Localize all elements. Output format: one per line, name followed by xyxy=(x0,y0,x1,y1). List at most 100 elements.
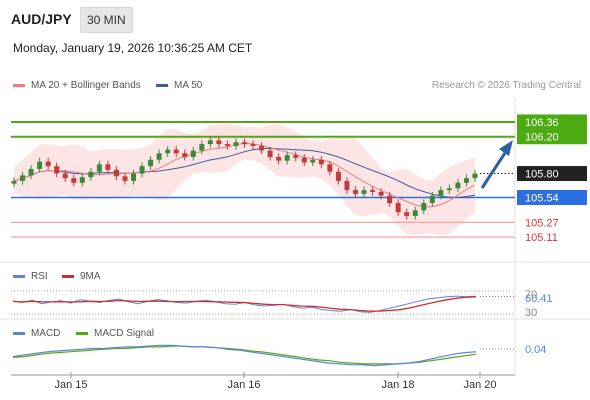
candle-body xyxy=(105,164,111,170)
candle-body xyxy=(293,155,299,158)
candle-body xyxy=(318,159,324,165)
resistance-1-label: 106.20 xyxy=(525,132,559,144)
candle-body xyxy=(421,203,427,211)
candle-body xyxy=(242,142,247,145)
macd-line xyxy=(12,344,477,367)
candle-body xyxy=(156,153,162,160)
candle-body xyxy=(327,164,333,172)
forecast-arrow-shaft xyxy=(480,152,507,189)
candle-body xyxy=(79,177,85,183)
pivot-label: 105.54 xyxy=(525,193,559,205)
x-tick-label: Jan 16 xyxy=(227,379,260,391)
support-1-label: 105.27 xyxy=(525,217,559,229)
macd-legend-label: MACD xyxy=(31,328,61,339)
candle-body xyxy=(71,178,77,183)
candle-body xyxy=(96,164,102,172)
ma50-legend: MA 50 xyxy=(156,80,202,91)
candle-body xyxy=(412,210,418,216)
resistance-1-label-box xyxy=(517,129,587,145)
rsi-legend-label: RSI xyxy=(31,271,48,282)
candle-body xyxy=(250,144,256,146)
candles xyxy=(11,136,478,220)
bollinger-band xyxy=(14,123,475,236)
macd-current-label: 0.04 xyxy=(525,344,546,356)
candle-body xyxy=(438,190,444,196)
candle-body xyxy=(335,171,341,181)
candle-body xyxy=(122,176,128,181)
symbol-title: AUD/JPY xyxy=(11,11,72,27)
rsi-ma-legend-label: 9MA xyxy=(80,271,101,282)
x-tick-label: Jan 18 xyxy=(381,379,414,391)
candle-body xyxy=(276,156,282,161)
candle-body xyxy=(37,161,43,169)
candle-body xyxy=(54,166,60,174)
candle-body xyxy=(352,190,358,194)
candle-body xyxy=(113,169,119,177)
rsi-line xyxy=(12,295,477,313)
candle-body xyxy=(88,171,94,178)
candle-body xyxy=(378,191,384,196)
ma50-swatch xyxy=(156,84,168,87)
candle-body xyxy=(62,173,68,179)
pivot-label-box xyxy=(517,190,587,206)
candle-body xyxy=(387,195,393,204)
candle-body xyxy=(404,212,410,216)
candle-body xyxy=(173,149,179,154)
candle-body xyxy=(455,182,461,189)
candle-body xyxy=(429,195,435,204)
candle-body xyxy=(361,190,367,194)
current-price-label: 105.80 xyxy=(525,169,559,181)
resistance-2-label: 106.36 xyxy=(525,117,559,129)
macd-signal-legend-label: MACD Signal xyxy=(94,328,155,339)
candle-body xyxy=(216,140,222,145)
x-tick-label: Jan 15 xyxy=(54,379,87,391)
candle-body xyxy=(28,168,34,176)
rsi-current-label: 60.41 xyxy=(525,293,553,305)
timeframe-badge[interactable]: 30 MIN xyxy=(80,7,133,33)
candle-body xyxy=(301,157,307,163)
rsi-ma-swatch xyxy=(62,275,74,278)
forecast-arrow-head xyxy=(499,140,513,156)
current-price-label-box xyxy=(517,166,587,182)
candle-body xyxy=(463,178,469,183)
candle-body xyxy=(344,180,350,191)
rsi-swatch xyxy=(13,275,25,278)
rsi-ma-line xyxy=(12,296,477,312)
candle-body xyxy=(199,144,205,151)
candle-body xyxy=(395,203,401,213)
candle-body xyxy=(11,180,17,184)
rsi-level-30-label: 30 xyxy=(525,307,537,319)
candle-body xyxy=(472,173,478,179)
candle-body xyxy=(370,190,376,192)
macd-swatch xyxy=(13,332,25,335)
ma20-swatch xyxy=(13,84,25,87)
macd-signal-swatch xyxy=(76,332,88,335)
candle-body xyxy=(148,159,154,167)
macd-signal-legend: MACD Signal xyxy=(76,328,154,339)
candle-body xyxy=(45,161,51,167)
ma50-legend-label: MA 50 xyxy=(174,80,203,91)
candle-body xyxy=(446,188,452,191)
candle-body xyxy=(267,150,273,157)
candle-body xyxy=(190,150,196,157)
candle-body xyxy=(182,153,188,157)
candle-body xyxy=(139,166,145,174)
candle-body xyxy=(20,175,26,181)
rsi-level-70-label: 70 xyxy=(525,289,537,301)
rsi-legend: RSI xyxy=(13,271,48,282)
resistance-2-label-box xyxy=(517,114,587,130)
candle-body xyxy=(165,149,171,154)
datetime-label: Monday, January 19, 2026 10:36:25 AM CET xyxy=(13,41,253,55)
candle-body xyxy=(233,142,239,146)
ma20-legend-label: MA 20 + Bollinger Bands xyxy=(31,80,141,91)
candle-body xyxy=(207,140,213,145)
candle-body xyxy=(259,145,265,151)
research-credit: Research © 2026 Trading Central xyxy=(431,80,581,91)
support-2-label: 105.11 xyxy=(525,232,558,244)
candle-body xyxy=(284,155,290,161)
x-tick-label: Jan 20 xyxy=(463,379,496,391)
candle-body xyxy=(224,144,230,146)
macd-legend: MACD xyxy=(13,328,60,339)
ma20-legend: MA 20 + Bollinger Bands xyxy=(13,80,141,91)
